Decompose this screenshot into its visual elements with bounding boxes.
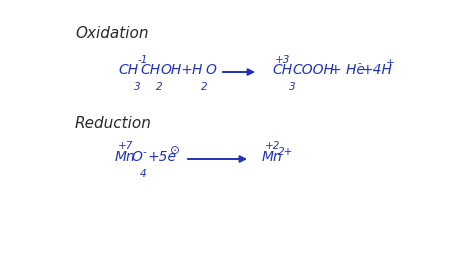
Text: CH: CH [140, 63, 160, 77]
Text: 3: 3 [289, 82, 296, 92]
Text: +7: +7 [118, 141, 133, 151]
Text: +5e: +5e [148, 150, 177, 164]
Text: -: - [358, 58, 362, 68]
Text: Reduction: Reduction [75, 116, 152, 131]
Text: OH+: OH+ [160, 63, 193, 77]
Text: Oxidation: Oxidation [75, 26, 148, 41]
Text: +3: +3 [275, 55, 291, 65]
Text: -: - [143, 147, 147, 157]
Text: CH: CH [118, 63, 138, 77]
Text: CH: CH [272, 63, 292, 77]
Text: H: H [192, 63, 202, 77]
Text: 3: 3 [134, 82, 141, 92]
Text: COOH: COOH [292, 63, 334, 77]
Text: +: + [386, 58, 395, 68]
Text: Mn: Mn [262, 150, 283, 164]
Text: O: O [131, 150, 142, 164]
Text: O: O [205, 63, 216, 77]
Text: 4: 4 [140, 169, 146, 179]
Text: Mn: Mn [115, 150, 136, 164]
Text: 2: 2 [156, 82, 163, 92]
Text: 2: 2 [201, 82, 208, 92]
Text: ⊙: ⊙ [170, 144, 180, 157]
Text: +4H: +4H [362, 63, 393, 77]
Text: + He: + He [330, 63, 365, 77]
Text: +2: +2 [265, 141, 281, 151]
Text: 2+: 2+ [278, 147, 293, 157]
Text: -1: -1 [138, 55, 148, 65]
